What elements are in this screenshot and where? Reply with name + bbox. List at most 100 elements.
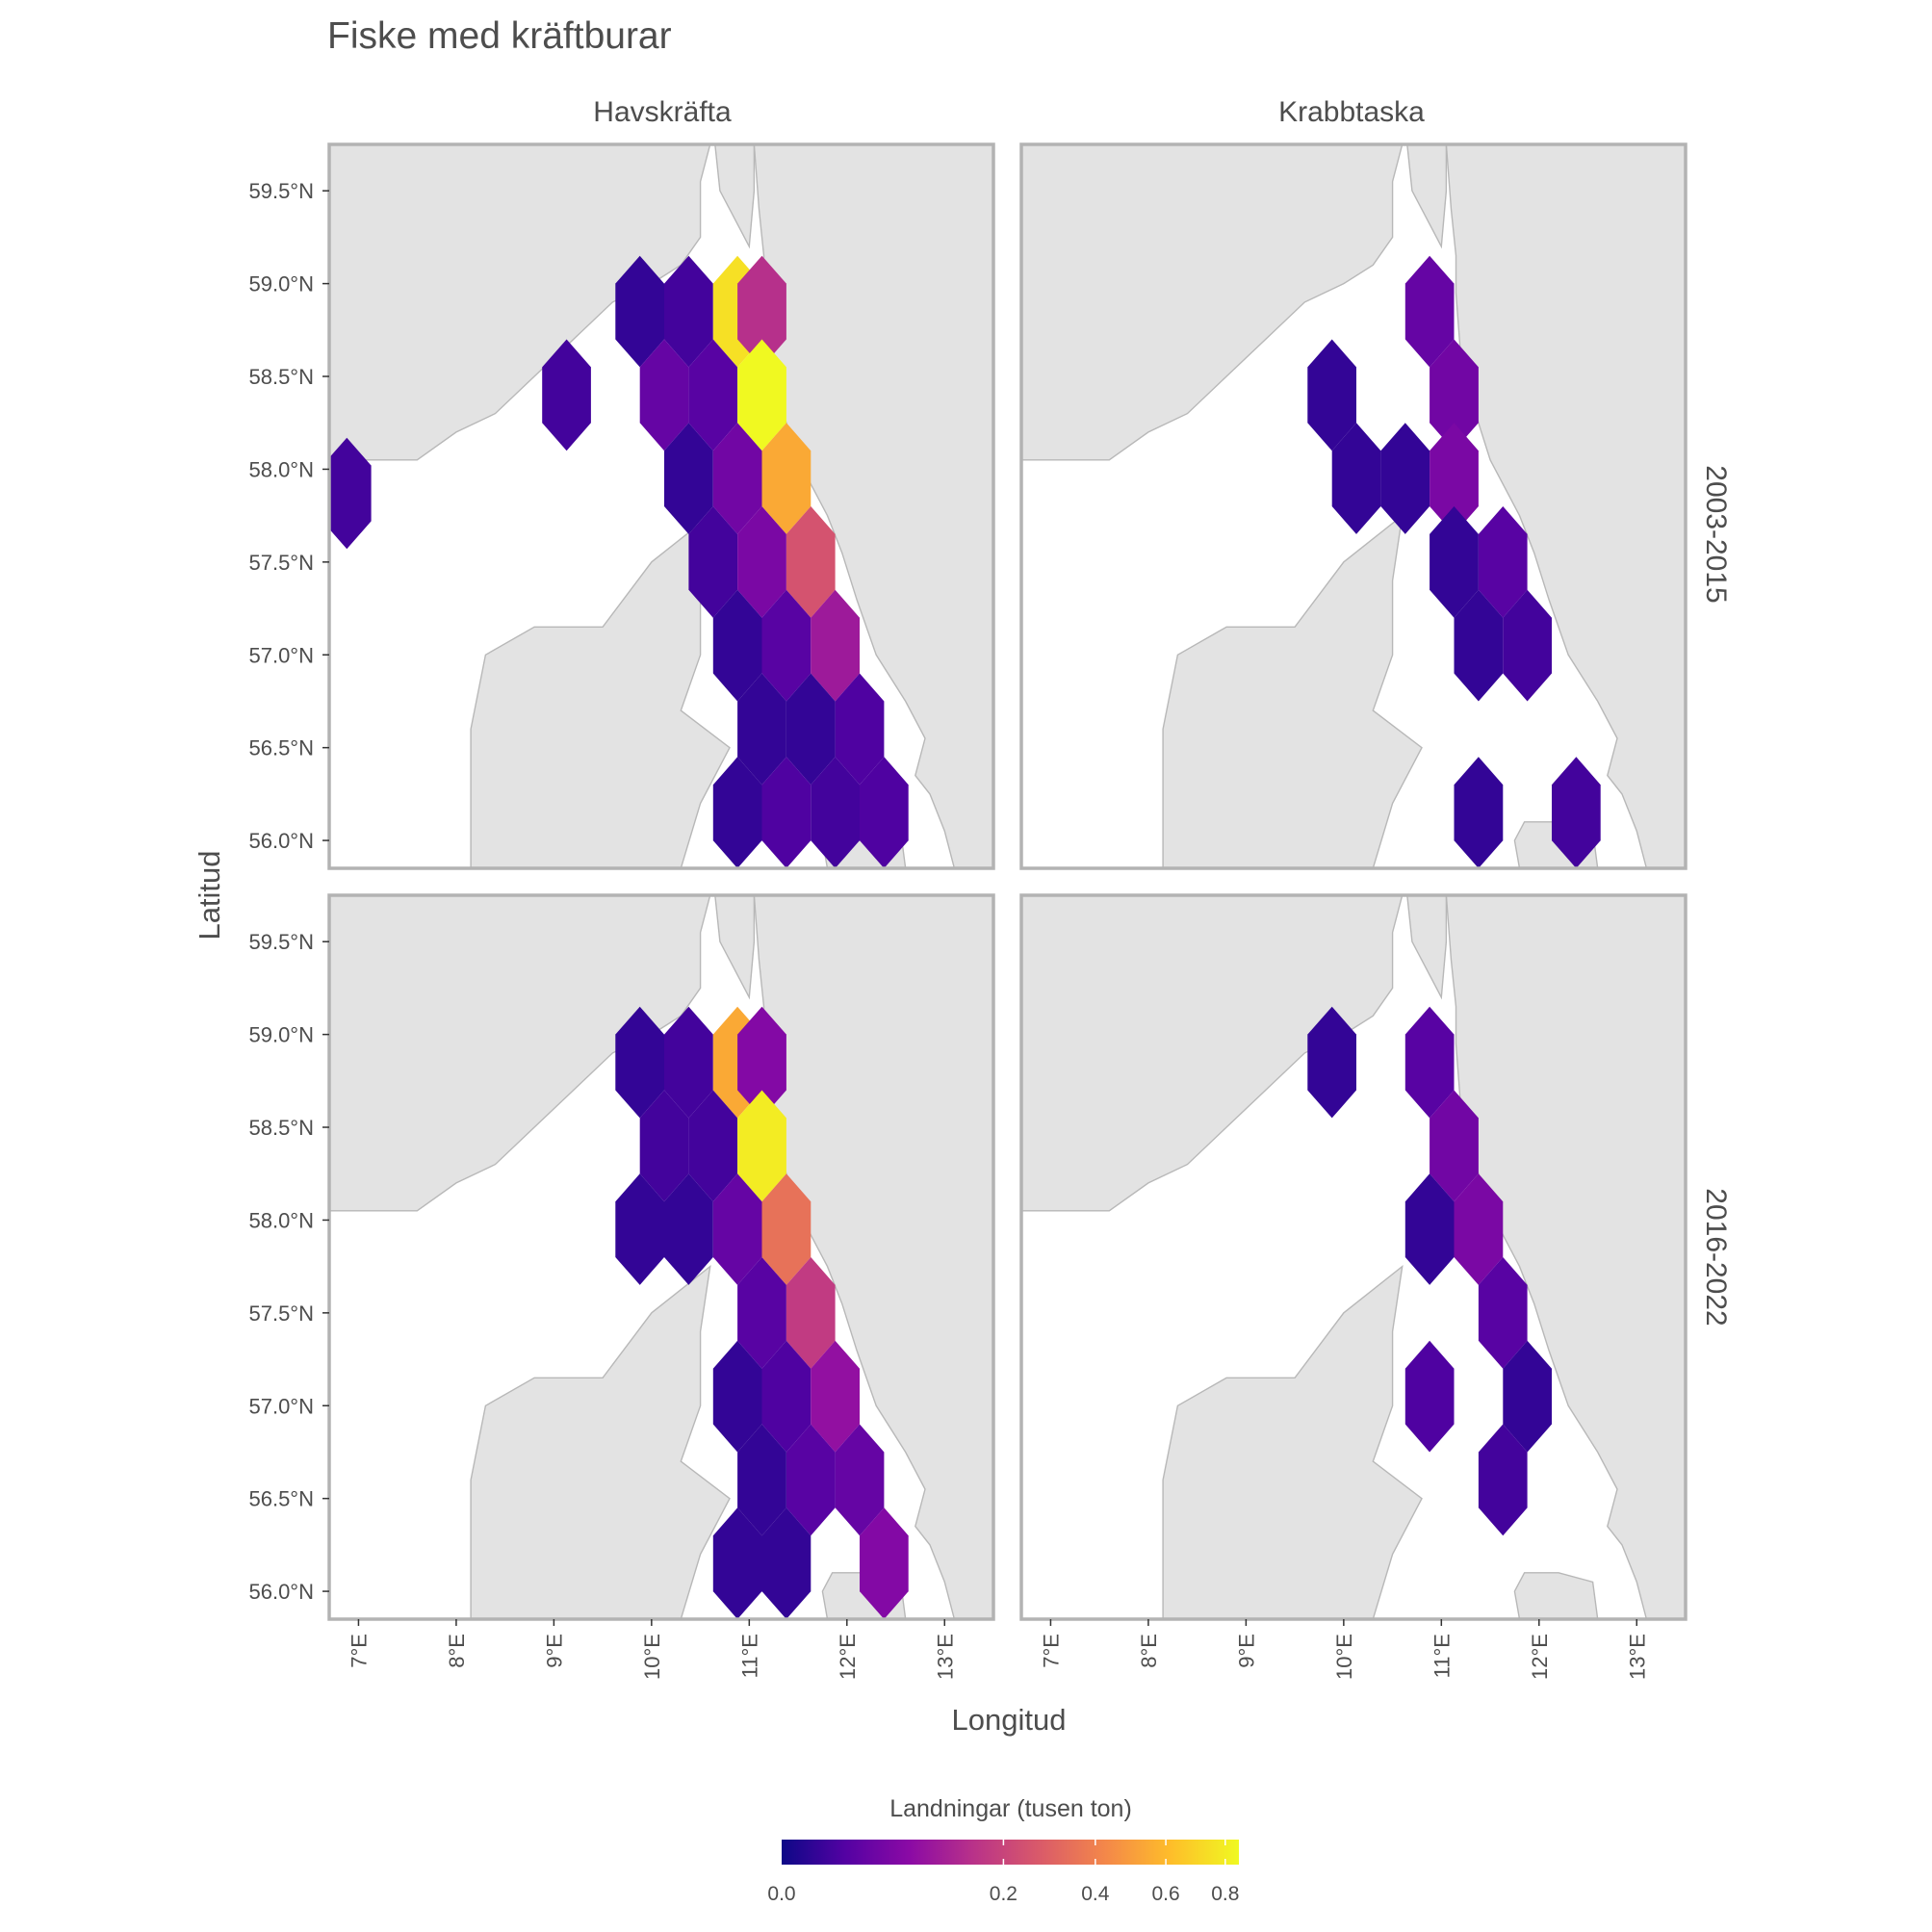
y-tick-label: 56.5°N bbox=[248, 1487, 314, 1511]
land-polygon-4 bbox=[1162, 513, 1423, 868]
y-tick-label: 56.5°N bbox=[248, 736, 314, 760]
hexbin-cell bbox=[761, 1340, 811, 1453]
y-axis-ticks: 59.5°N 59.0°N 58.5°N 58.0°N 57.5°N 57.0°N 56.5… bbox=[248, 179, 329, 1604]
x-tick-label: 11°E bbox=[1430, 1634, 1454, 1678]
x-tick-label: 9°E bbox=[542, 1634, 566, 1668]
x-axis-ticks: 7°E 8°E 9°E 10°E 11°E 12°E 13°E 7°E 8°E 9°E 10°E 11… bbox=[347, 1619, 1649, 1680]
hexbin-cell bbox=[712, 1507, 762, 1619]
hexbin-cell bbox=[712, 589, 762, 702]
hexbin-cell bbox=[664, 1173, 713, 1285]
hexbin-cell bbox=[712, 757, 762, 868]
hexbin-cell bbox=[1503, 589, 1552, 702]
map-panel-1 bbox=[327, 142, 995, 870]
hexbin-cell bbox=[1430, 506, 1479, 618]
y-tick-label: 59.0°N bbox=[248, 1023, 314, 1047]
hexbin-cell bbox=[737, 1424, 786, 1536]
hexbin-cell bbox=[664, 255, 713, 368]
hexbin-cell bbox=[737, 506, 786, 618]
hexbin-cell bbox=[1478, 506, 1528, 618]
hexbin-cell bbox=[737, 1090, 786, 1202]
land-polygon-3 bbox=[1445, 144, 1686, 868]
hexbin-cell bbox=[688, 339, 738, 451]
hexbin-cell bbox=[786, 1424, 836, 1536]
legend-tick-label: 0.4 bbox=[1081, 1883, 1110, 1905]
y-tick-label: 57.5°N bbox=[248, 1301, 314, 1326]
facet-label-2003-2015: 2003-2015 bbox=[1700, 465, 1732, 603]
x-axis-title: Longitud bbox=[952, 1703, 1067, 1737]
hexbin-cell bbox=[811, 1340, 860, 1453]
facet-label-2016-2022: 2016-2022 bbox=[1700, 1188, 1732, 1326]
map-layers bbox=[329, 144, 993, 868]
y-tick-label: 56.0°N bbox=[248, 1580, 314, 1604]
hexbin-cell bbox=[1454, 1173, 1504, 1285]
y-tick-label: 59.0°N bbox=[248, 272, 314, 296]
x-tick-label: 8°E bbox=[445, 1634, 469, 1668]
hexbin-cell bbox=[835, 1424, 885, 1536]
hexbin-cell bbox=[1430, 423, 1479, 534]
map-panels bbox=[327, 142, 1687, 1621]
hexbin-cell bbox=[1454, 589, 1504, 702]
y-tick-label: 58.5°N bbox=[248, 1116, 314, 1140]
hexbin-cell bbox=[712, 423, 762, 534]
hexbin-cell bbox=[860, 757, 909, 868]
land-polygon-2 bbox=[714, 144, 756, 249]
y-tick-label: 57.5°N bbox=[248, 551, 314, 575]
hexbin-cell bbox=[1552, 757, 1601, 868]
hexbin-cell bbox=[688, 506, 738, 618]
hexbin-cell bbox=[737, 1257, 786, 1369]
hexbin-cell bbox=[329, 437, 372, 550]
x-tick-label: 12°E bbox=[836, 1634, 860, 1680]
hexbin-cell bbox=[542, 339, 591, 451]
hexbin-cell bbox=[712, 1340, 762, 1453]
hexbin-cell bbox=[712, 1173, 762, 1285]
legend-tick-label: 0.0 bbox=[767, 1883, 795, 1905]
map-panel-3 bbox=[327, 893, 995, 1621]
legend-title: Landningar (tusen ton) bbox=[889, 1795, 1132, 1822]
hexbin-cell bbox=[639, 339, 689, 451]
x-tick-label: 13°E bbox=[933, 1634, 957, 1680]
hexbin-cell bbox=[1404, 255, 1455, 368]
y-tick-label: 59.5°N bbox=[248, 179, 314, 203]
y-tick-label: 58.0°N bbox=[248, 1208, 314, 1232]
legend-colorbar bbox=[782, 1840, 1239, 1865]
land-polygon-2 bbox=[1406, 144, 1448, 249]
hexbin-cell bbox=[664, 423, 713, 534]
panel-border bbox=[327, 142, 995, 870]
x-tick-label: 13°E bbox=[1625, 1634, 1649, 1680]
y-tick-label: 57.0°N bbox=[248, 643, 314, 667]
hexbin-cell bbox=[761, 1507, 811, 1619]
color-legend: Landningar (tusen ton) 0.0 0.2 0.4 0.6 0.8 bbox=[767, 1795, 1239, 1905]
panel-border bbox=[327, 893, 995, 1621]
land-polygon-1 bbox=[329, 144, 711, 461]
x-tick-label: 8°E bbox=[1137, 1634, 1161, 1668]
land-polygon-2 bbox=[714, 895, 756, 1000]
hexbin-cell bbox=[1430, 339, 1479, 451]
x-tick-label: 12°E bbox=[1528, 1634, 1552, 1680]
panel-border bbox=[1019, 142, 1687, 870]
x-tick-label: 11°E bbox=[737, 1634, 761, 1678]
legend-tick-label: 0.8 bbox=[1211, 1883, 1239, 1905]
map-layers bbox=[1021, 895, 1686, 1619]
hexbin-cell bbox=[1380, 423, 1430, 534]
hexbin-cell bbox=[737, 1006, 786, 1119]
hexbin-cell bbox=[761, 1173, 811, 1285]
land-polygon-2 bbox=[1406, 895, 1448, 1000]
hexbin-cell bbox=[737, 673, 786, 786]
facet-label-krabbtaska: Krabbtaska bbox=[1278, 96, 1425, 128]
y-tick-label: 57.0°N bbox=[248, 1394, 314, 1418]
land-polygon-5 bbox=[1513, 1572, 1599, 1619]
hexbin-cell bbox=[761, 757, 811, 868]
hexbin-cell bbox=[1331, 423, 1381, 534]
map-layers bbox=[1021, 144, 1686, 868]
hexbin-cell bbox=[786, 673, 836, 786]
land-polygon-4 bbox=[470, 1264, 731, 1619]
hexbin-cell bbox=[761, 423, 811, 534]
hexbin-cell bbox=[1307, 1006, 1356, 1119]
x-tick-label: 7°E bbox=[347, 1634, 371, 1668]
hexbin-cell bbox=[786, 506, 836, 618]
hexbin-cell bbox=[1404, 1173, 1455, 1285]
hexbin-cell bbox=[639, 1090, 689, 1202]
facet-label-havskrafta: Havskräfta bbox=[593, 96, 732, 128]
hexbin-cell bbox=[1478, 1257, 1528, 1369]
